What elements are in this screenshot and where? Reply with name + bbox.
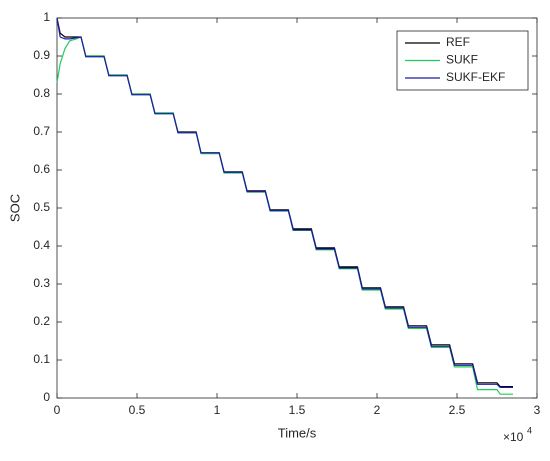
y-tick-label: 0.7 [33, 124, 50, 138]
y-tick-label: 0.1 [33, 352, 50, 366]
y-tick-label: 0 [43, 390, 50, 404]
x-tick-label: 3 [534, 403, 541, 417]
y-tick-label: 0.3 [33, 276, 50, 290]
x-tick-label: 1.5 [289, 403, 306, 417]
y-tick-label: 0.4 [33, 238, 50, 252]
x-tick-label: 0 [54, 403, 61, 417]
y-axis-title: SOC [7, 194, 22, 222]
x-tick-label: 0.5 [129, 403, 146, 417]
x-tick-label: 2 [374, 403, 381, 417]
legend-label: SUKF [446, 53, 478, 67]
x-tick-label: 1 [214, 403, 221, 417]
y-tick-label: 0.9 [33, 48, 50, 62]
legend-label: REF [446, 35, 470, 49]
y-tick-label: 0.2 [33, 314, 50, 328]
series-line [56, 17, 513, 388]
y-tick-label: 0.5 [33, 200, 50, 214]
y-tick-label: 0.6 [33, 162, 50, 176]
x-axis-title: Time/s [278, 425, 317, 440]
x-scale-base: ×10 [503, 430, 524, 444]
y-tick-label: 0.8 [33, 86, 50, 100]
x-scale-power: 4 [527, 425, 532, 435]
y-tick-label: 1 [43, 10, 50, 24]
x-tick-label: 2.5 [449, 403, 466, 417]
legend-label: SUKF-EKF [446, 70, 505, 84]
